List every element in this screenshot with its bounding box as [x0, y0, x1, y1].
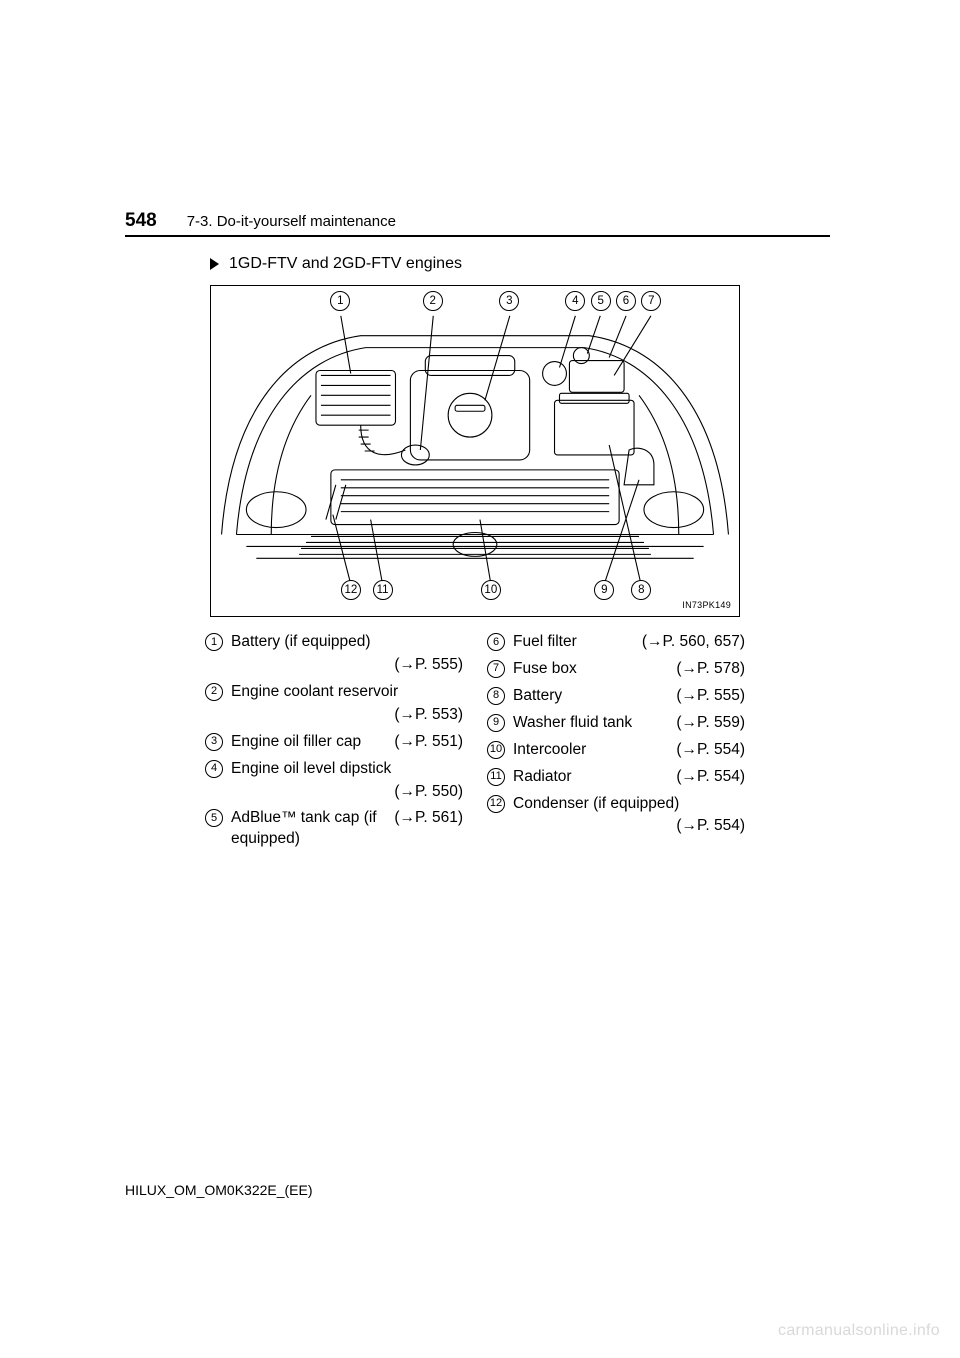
legend-badge-4: 4: [205, 760, 223, 778]
diagram-code: IN73PK149: [682, 600, 731, 610]
legend-badge-2: 2: [205, 683, 223, 701]
legend-column-left: 1 Battery (if equipped) (→P. 555) 2 Engi…: [205, 632, 463, 850]
callout-11: 11: [373, 580, 393, 600]
legend-item-3: 3 Engine oil filler cap (→P. 551): [205, 732, 463, 753]
legend-label-12: Condenser (if equipped): [513, 795, 679, 812]
engine-compartment-diagram: 1 2 3 4 5 6 7 12 11 10 9 8 IN73PK149: [210, 285, 740, 617]
legend-item-11: 11 Radiator (→P. 554): [487, 767, 745, 788]
legend-badge-11: 11: [487, 768, 505, 786]
legend-badge-10: 10: [487, 741, 505, 759]
legend-ref-2: (→P. 553): [231, 705, 463, 726]
page-number: 548: [125, 210, 157, 232]
legend: 1 Battery (if equipped) (→P. 555) 2 Engi…: [205, 632, 745, 850]
legend-item-7: 7 Fuse box (→P. 578): [487, 659, 745, 680]
legend-label-10: Intercooler: [513, 740, 668, 761]
legend-item-5: 5 AdBlue™ tank cap (if equipped) (→P. 56…: [205, 808, 463, 850]
callout-10: 10: [481, 580, 501, 600]
legend-badge-3: 3: [205, 733, 223, 751]
legend-ref-5: (→P. 561): [394, 808, 463, 829]
legend-ref-4: (→P. 550): [231, 782, 463, 803]
legend-ref-9: (→P. 559): [676, 713, 745, 734]
legend-badge-12: 12: [487, 795, 505, 813]
legend-label-11: Radiator: [513, 767, 668, 788]
legend-badge-6: 6: [487, 633, 505, 651]
callout-12: 12: [341, 580, 361, 600]
manual-page: 548 7-3. Do-it-yourself maintenance 1GD-…: [0, 0, 960, 1358]
callout-9: 9: [594, 580, 614, 600]
legend-label-5: AdBlue™ tank cap (if equipped): [231, 808, 386, 850]
callout-6: 6: [616, 291, 636, 311]
header-rule: [125, 235, 830, 237]
legend-label-9: Washer fluid tank: [513, 713, 668, 734]
legend-badge-9: 9: [487, 714, 505, 732]
callout-2: 2: [423, 291, 443, 311]
legend-ref-8: (→P. 555): [676, 686, 745, 707]
section-title: 7-3. Do-it-yourself maintenance: [187, 213, 396, 230]
legend-label-7: Fuse box: [513, 659, 668, 680]
legend-column-right: 6 Fuel filter (→P. 560, 657) 7 Fuse box …: [487, 632, 745, 850]
page-header: 548 7-3. Do-it-yourself maintenance: [125, 210, 830, 232]
legend-badge-7: 7: [487, 660, 505, 678]
legend-item-1: 1 Battery (if equipped) (→P. 555): [205, 632, 463, 676]
legend-label-4: Engine oil level dipstick: [231, 760, 391, 777]
legend-label-8: Battery: [513, 686, 668, 707]
triangle-bullet-icon: [210, 258, 219, 270]
legend-item-6: 6 Fuel filter (→P. 560, 657): [487, 632, 745, 653]
legend-ref-12: (→P. 554): [513, 816, 745, 837]
legend-badge-8: 8: [487, 687, 505, 705]
document-id-footer: HILUX_OM_OM0K322E_(EE): [125, 1182, 313, 1198]
legend-label-6: Fuel filter: [513, 632, 634, 653]
engine-diagram-svg: [211, 286, 739, 616]
legend-ref-10: (→P. 554): [676, 740, 745, 761]
callout-8: 8: [631, 580, 651, 600]
watermark: carmanualsonline.info: [778, 1322, 940, 1340]
legend-label-1: Battery (if equipped): [231, 633, 371, 650]
legend-ref-3: (→P. 551): [394, 732, 463, 753]
engine-subheading: 1GD-FTV and 2GD-FTV engines: [229, 255, 462, 273]
legend-item-10: 10 Intercooler (→P. 554): [487, 740, 745, 761]
callout-5: 5: [591, 291, 611, 311]
legend-item-12: 12 Condenser (if equipped) (→P. 554): [487, 794, 745, 838]
legend-item-8: 8 Battery (→P. 555): [487, 686, 745, 707]
legend-ref-1: (→P. 555): [231, 655, 463, 676]
legend-ref-7: (→P. 578): [676, 659, 745, 680]
legend-ref-11: (→P. 554): [676, 767, 745, 788]
subheading-row: 1GD-FTV and 2GD-FTV engines: [210, 255, 462, 273]
legend-label-3: Engine oil filler cap: [231, 732, 386, 753]
legend-label-2: Engine coolant reservoir: [231, 683, 398, 700]
legend-item-4: 4 Engine oil level dipstick (→P. 550): [205, 759, 463, 803]
legend-item-9: 9 Washer fluid tank (→P. 559): [487, 713, 745, 734]
legend-ref-6: (→P. 560, 657): [642, 632, 745, 653]
legend-badge-5: 5: [205, 809, 223, 827]
legend-item-2: 2 Engine coolant reservoir (→P. 553): [205, 682, 463, 726]
legend-badge-1: 1: [205, 633, 223, 651]
